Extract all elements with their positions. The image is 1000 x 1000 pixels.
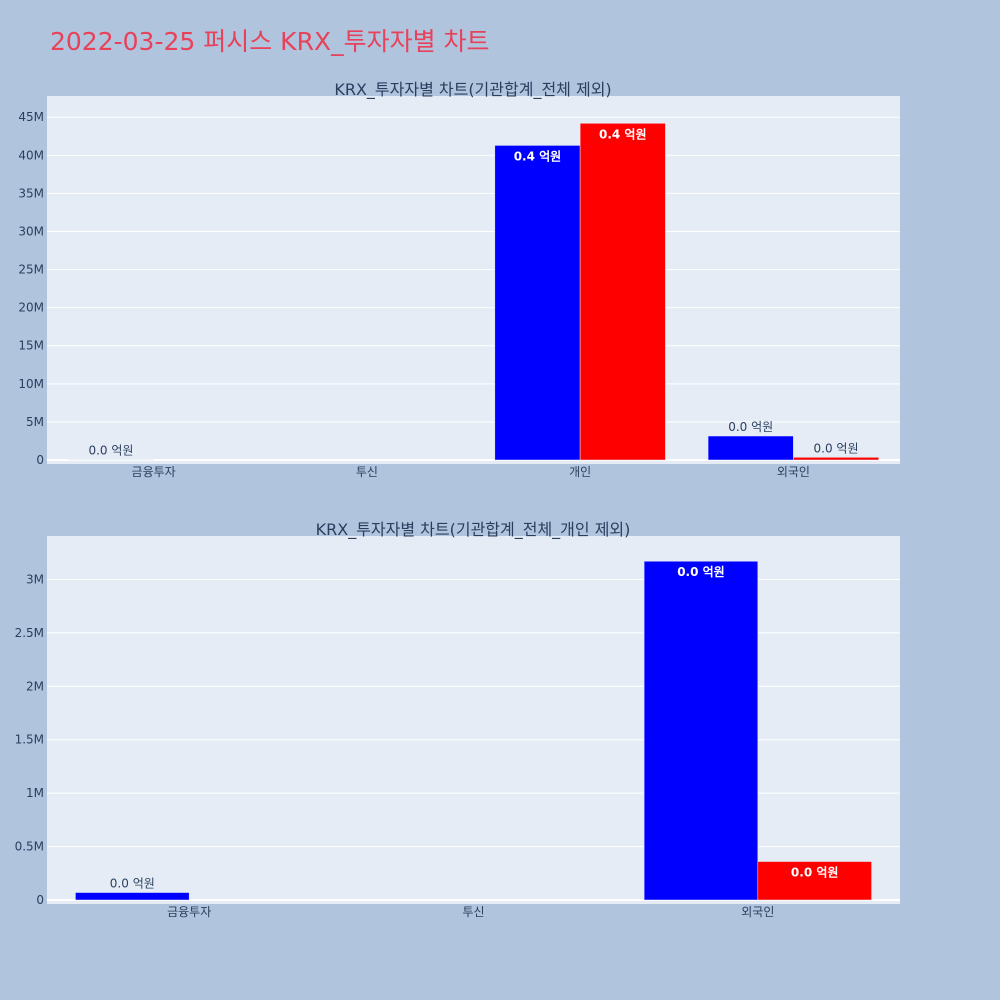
data-label: 0.0 억원 — [728, 420, 773, 434]
bar — [757, 861, 872, 901]
x-tick-label: 개인 — [569, 465, 591, 479]
bar — [707, 435, 794, 461]
data-label: 0.0 억원 — [110, 877, 155, 891]
y-tick-label: 15M — [18, 339, 44, 353]
y-tick-label: 0.5M — [15, 840, 44, 854]
x-tick-label: 외국인 — [741, 905, 774, 919]
bar — [494, 145, 581, 461]
chart-title: KRX_투자자별 차트(기관합계_전체 제외) — [334, 80, 611, 100]
page-title: 2022-03-25 퍼시스 KRX_투자자별 차트 — [50, 27, 490, 56]
y-tick-label: 45M — [18, 110, 44, 124]
plot-area — [47, 96, 900, 464]
x-tick-label: 금융투자 — [167, 905, 211, 919]
data-label: 0.0 억원 — [677, 565, 725, 579]
y-tick-label: 2.5M — [15, 626, 44, 640]
y-tick-label: 30M — [18, 224, 44, 238]
x-tick-label: 투신 — [462, 905, 484, 919]
y-tick-label: 1.5M — [15, 733, 44, 747]
y-tick-label: 10M — [18, 377, 44, 391]
y-tick-label: 40M — [18, 148, 44, 162]
data-label: 0.4 억원 — [599, 127, 647, 141]
y-tick-label: 0 — [36, 453, 44, 467]
x-tick-label: 금융투자 — [132, 465, 176, 479]
y-tick-label: 5M — [26, 415, 44, 429]
chart-top: 0 5M 10M 15M 20M 25M 30M 35M 40M 45M KRX_투자자별 차트(기… — [18, 80, 900, 479]
bar — [68, 459, 154, 461]
y-tick-label: 1M — [26, 786, 44, 800]
bar — [75, 892, 190, 901]
y-tick-label: 3M — [26, 572, 44, 586]
data-label: 0.4 억원 — [514, 149, 562, 163]
data-label: 0.0 억원 — [791, 866, 839, 880]
y-tick-label: 35M — [18, 186, 44, 200]
chart-bottom: 0 0.5M 1M 1.5M 2M 2.5M 3M KRX_투자자별 차트(기관합계_전체_개… — [15, 520, 900, 919]
x-tick-label: 외국인 — [777, 465, 810, 479]
data-label: 0.0 억원 — [88, 444, 133, 458]
y-tick-label: 20M — [18, 301, 44, 315]
y-tick-label: 2M — [26, 679, 44, 693]
plot-area — [47, 536, 900, 904]
bar — [793, 457, 879, 461]
y-tick-label: 0 — [36, 893, 44, 907]
x-tick-label: 투신 — [356, 465, 378, 479]
data-label: 0.0 억원 — [814, 441, 859, 455]
chart-title: KRX_투자자별 차트(기관합계_전체_개인 제외) — [316, 520, 631, 540]
bar — [579, 123, 666, 461]
y-tick-label: 25M — [18, 263, 44, 277]
bar — [643, 560, 759, 901]
